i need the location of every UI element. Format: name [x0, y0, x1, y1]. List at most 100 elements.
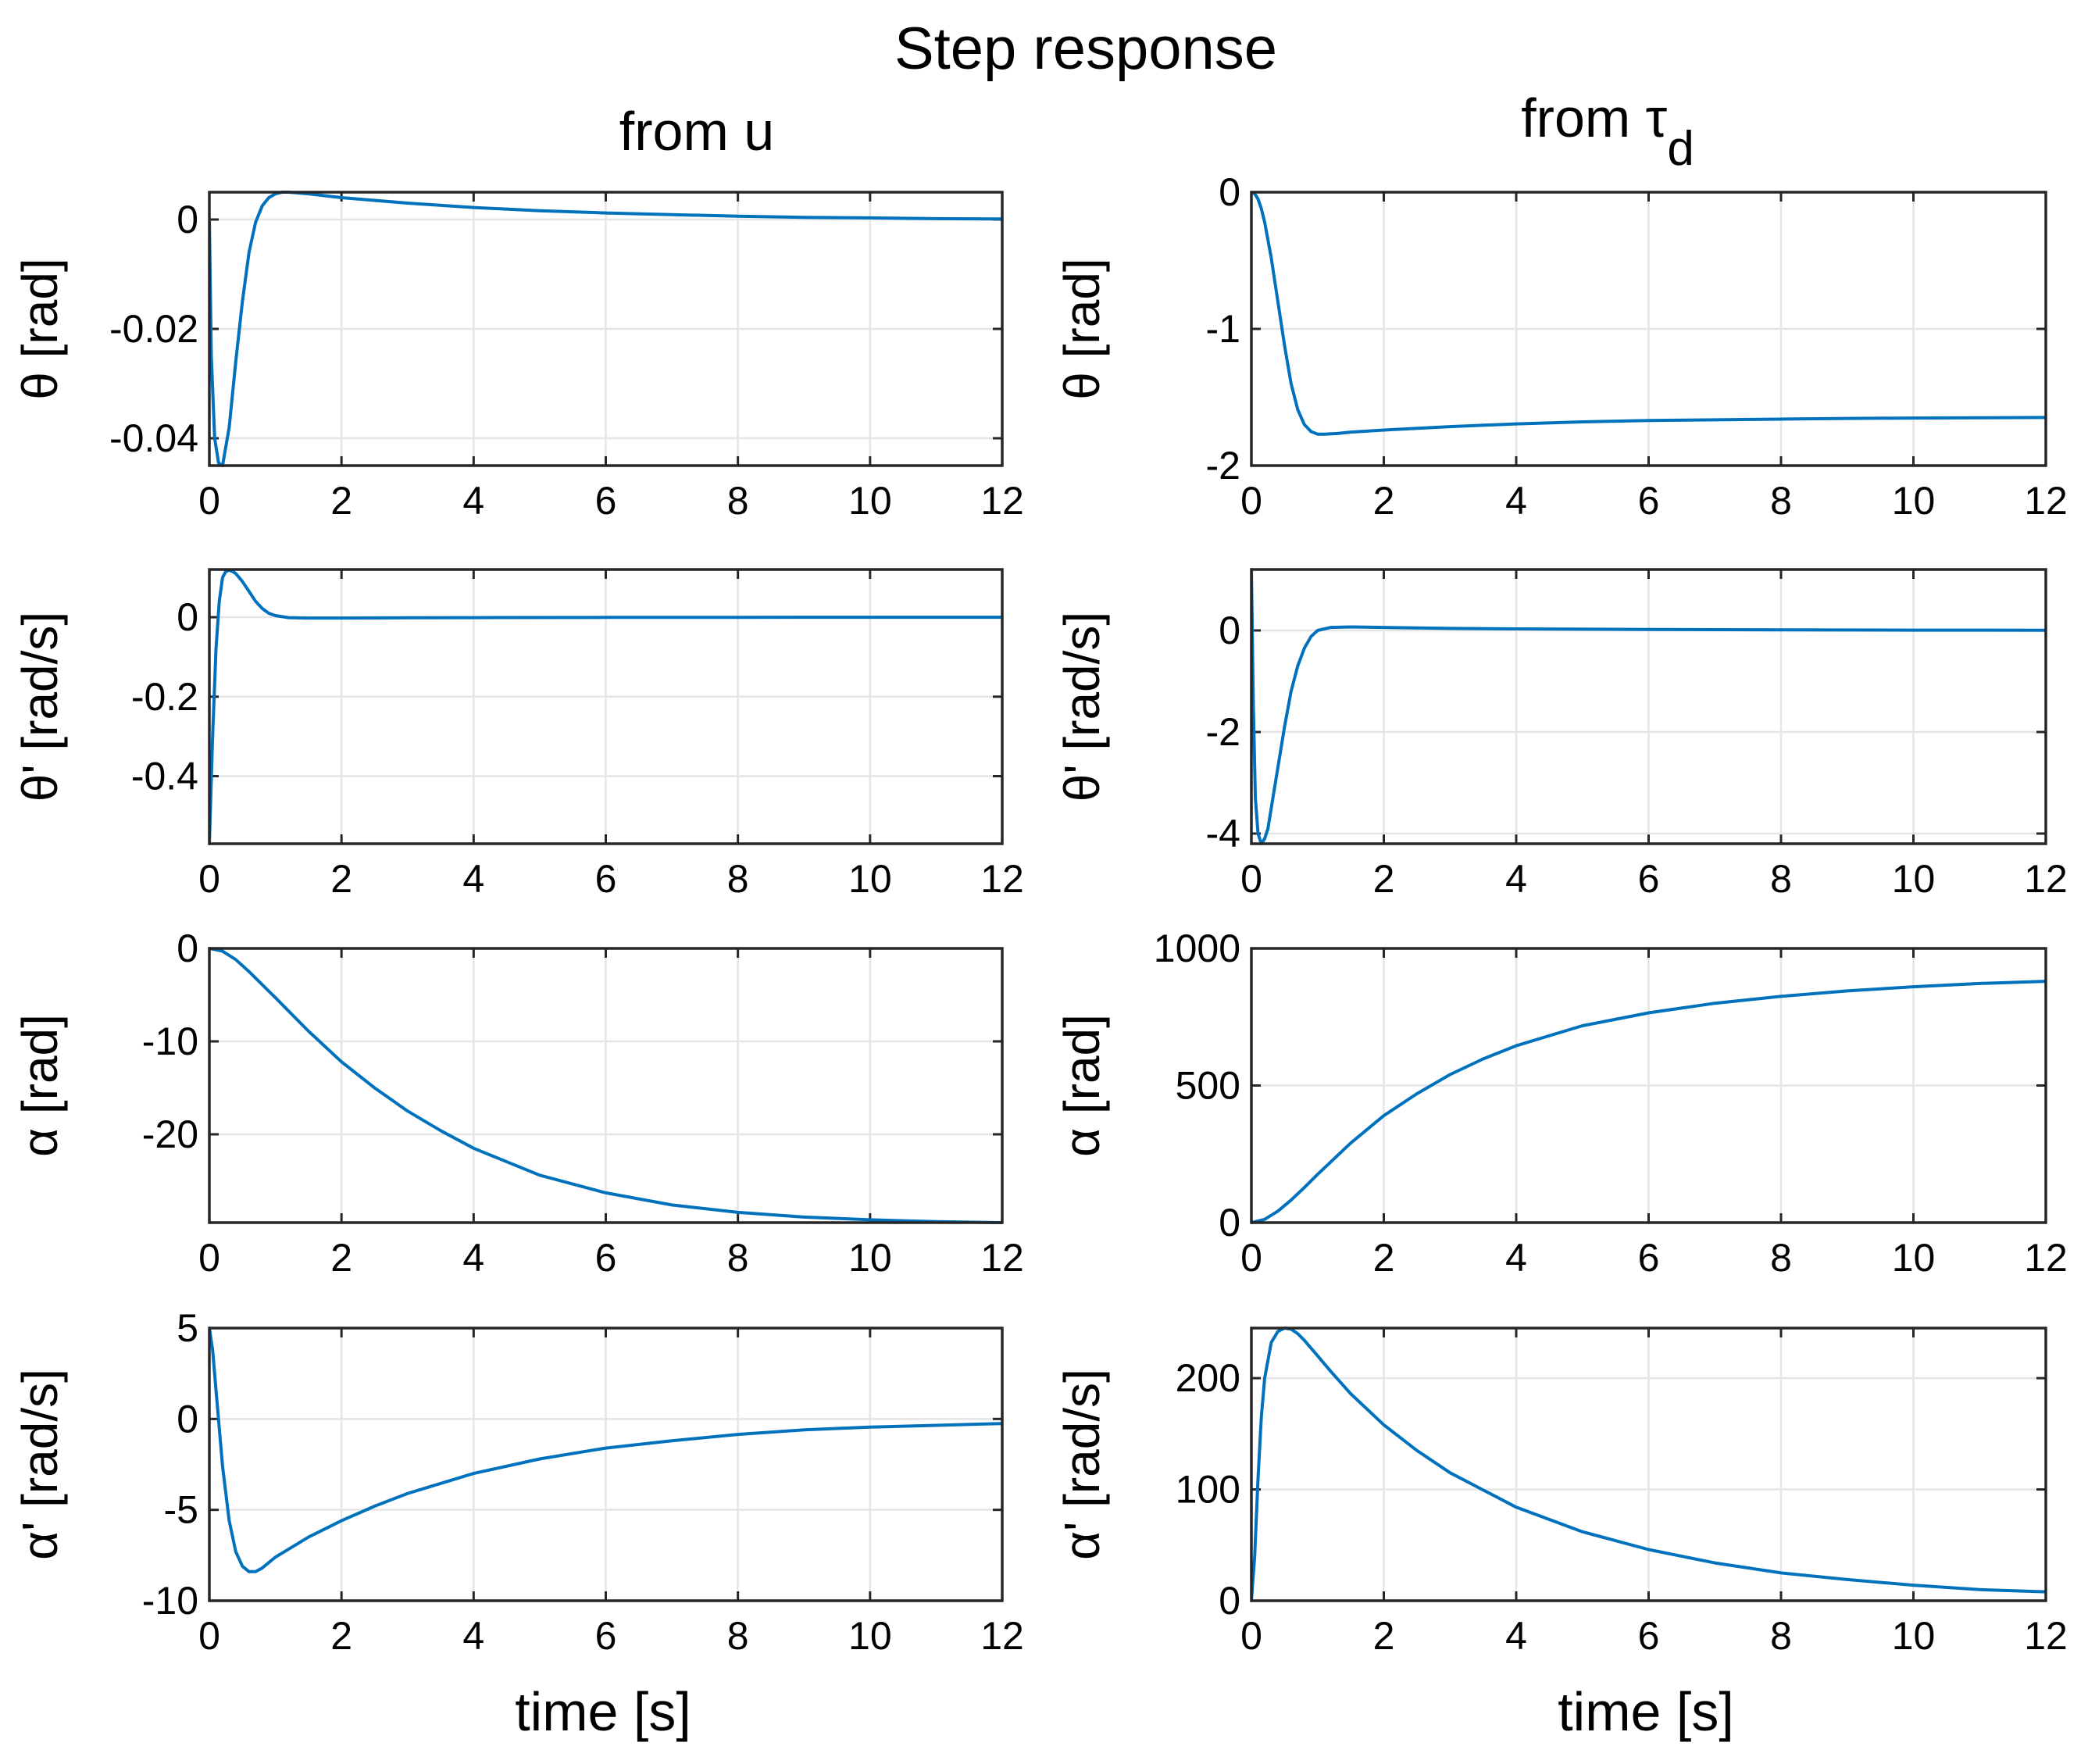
x-tick-label: 0 [198, 857, 220, 901]
y-tick-label: -0.02 [109, 307, 198, 351]
axes-box [208, 568, 1004, 845]
x-tick-label: 4 [462, 479, 484, 523]
y-tick-label: -20 [142, 1112, 198, 1156]
x-tick-label: 2 [330, 479, 352, 523]
x-tick-label: 4 [1505, 479, 1527, 523]
axes-box [208, 191, 1004, 467]
axes-box [1250, 1327, 2047, 1602]
y-tick-label: -10 [142, 1019, 198, 1063]
x-tick-label: 6 [595, 1614, 617, 1658]
y-axis-label: α' [rad/s] [1054, 1369, 1110, 1560]
x-tick-label: 10 [848, 479, 892, 523]
x-tick-label: 4 [462, 1614, 484, 1658]
axes-box [1250, 947, 2047, 1224]
x-tick-label: 2 [1373, 857, 1395, 901]
x-tick-label: 0 [1240, 479, 1262, 523]
subplot-5: 0 2 4 6 8 10 12 -20 -10 0 α [rad] [12, 927, 1024, 1280]
x-tick-label: 0 [1240, 857, 1262, 901]
y-tick-label: 200 [1176, 1356, 1240, 1400]
x-tick-label: 4 [462, 857, 484, 901]
x-tick-label: 2 [1373, 1236, 1395, 1280]
y-tick-label: 100 [1176, 1468, 1240, 1512]
column-title-from-u: from u [619, 101, 774, 162]
y-tick-label: -5 [164, 1488, 198, 1532]
x-tick-label: 10 [1892, 857, 1936, 901]
column-title-from-tau-d: from τd [1521, 87, 1694, 176]
x-tick-label: 2 [1373, 1614, 1395, 1658]
x-tick-label: 2 [330, 1614, 352, 1658]
y-tick-label: -10 [142, 1579, 198, 1623]
x-tick-label: 4 [462, 1236, 484, 1280]
subplot-grid: 0 2 4 6 8 10 12 -0.04 -0.02 0 θ [rad] 0 2 4 6 8 10 12 -2 -1… [12, 170, 2068, 1658]
x-axis-label-right: time [s] [1558, 1681, 1734, 1742]
x-tick-label: 12 [980, 1236, 1024, 1280]
x-tick-label: 4 [1505, 1614, 1527, 1658]
x-tick-label: 6 [1638, 479, 1660, 523]
y-tick-label: 0 [177, 1397, 198, 1441]
x-tick-label: 8 [1770, 479, 1792, 523]
x-tick-label: 8 [1770, 1236, 1792, 1280]
x-tick-label: 8 [727, 1614, 749, 1658]
subplot-2: 0 2 4 6 8 10 12 -2 -1 0 θ [rad] [1054, 170, 2068, 523]
axes-box [1250, 191, 2047, 467]
x-tick-label: 0 [198, 479, 220, 523]
y-tick-label: -0.04 [109, 416, 198, 460]
x-tick-label: 0 [198, 1614, 220, 1658]
subplot-1: 0 2 4 6 8 10 12 -0.04 -0.02 0 θ [rad] [12, 191, 1024, 523]
y-axis-label: θ [rad] [12, 258, 68, 399]
subplot-7: 0 2 4 6 8 10 12 -10 -5 0 5 α' [rad/s] [12, 1306, 1024, 1658]
x-tick-label: 8 [727, 479, 749, 523]
series-line [209, 569, 1002, 845]
x-tick-label: 4 [1505, 1236, 1527, 1280]
y-tick-label: -0.4 [131, 755, 198, 798]
y-tick-label: 0 [177, 595, 198, 639]
y-tick-label: -0.2 [131, 675, 198, 719]
x-tick-label: 2 [330, 857, 352, 901]
y-tick-label: 1000 [1154, 927, 1240, 970]
subplot-6: 0 2 4 6 8 10 12 0 500 1000 α [rad] [1054, 927, 2068, 1280]
series-line [1251, 568, 2046, 845]
y-tick-label: 0 [1219, 1201, 1240, 1244]
x-tick-label: 8 [727, 1236, 749, 1280]
x-tick-label: 0 [1240, 1614, 1262, 1658]
x-tick-label: 6 [1638, 1614, 1660, 1658]
x-tick-label: 2 [1373, 479, 1395, 523]
series-line [1251, 191, 2046, 436]
x-tick-label: 8 [1770, 1614, 1792, 1658]
series-line [1251, 1327, 2046, 1602]
x-tick-label: 10 [1892, 1236, 1936, 1280]
axes-box [208, 947, 1004, 1224]
figure-title: Step response [894, 16, 1277, 82]
y-tick-label: 0 [177, 927, 198, 970]
x-tick-label: 6 [595, 857, 617, 901]
subplot-3: 0 2 4 6 8 10 12 -0.4 -0.2 0 θ' [rad/s] [12, 568, 1024, 901]
x-tick-label: 12 [2024, 1236, 2068, 1280]
y-tick-label: -4 [1206, 812, 1240, 855]
y-tick-label: 0 [1219, 609, 1240, 652]
x-tick-label: 6 [1638, 857, 1660, 901]
series-line [209, 947, 1002, 1224]
series-line [1251, 980, 2046, 1224]
axes-box [1250, 568, 2047, 845]
y-axis-label: θ [rad] [1054, 258, 1110, 399]
subplot-8: 0 2 4 6 8 10 12 0 100 200 α' [rad/s] [1054, 1327, 2068, 1658]
x-tick-label: 0 [198, 1236, 220, 1280]
y-tick-label: 0 [1219, 1579, 1240, 1623]
column-title-from-tau-d-subscript: d [1667, 122, 1694, 176]
axes-box [208, 1327, 1004, 1602]
x-tick-label: 0 [1240, 1236, 1262, 1280]
x-tick-label: 8 [727, 857, 749, 901]
y-tick-label: -1 [1206, 307, 1240, 351]
x-tick-label: 10 [1892, 479, 1936, 523]
x-tick-label: 12 [980, 857, 1024, 901]
x-tick-label: 4 [1505, 857, 1527, 901]
y-axis-label: α [rad] [1054, 1014, 1110, 1157]
y-axis-label: α' [rad/s] [12, 1369, 68, 1560]
y-tick-label: 0 [177, 198, 198, 241]
x-tick-label: 2 [330, 1236, 352, 1280]
subplot-4: 0 2 4 6 8 10 12 -4 -2 0 θ' [rad/s] [1054, 568, 2068, 901]
x-axis-label-left: time [s] [515, 1681, 691, 1742]
y-tick-label: -2 [1206, 710, 1240, 754]
x-tick-label: 6 [595, 479, 617, 523]
